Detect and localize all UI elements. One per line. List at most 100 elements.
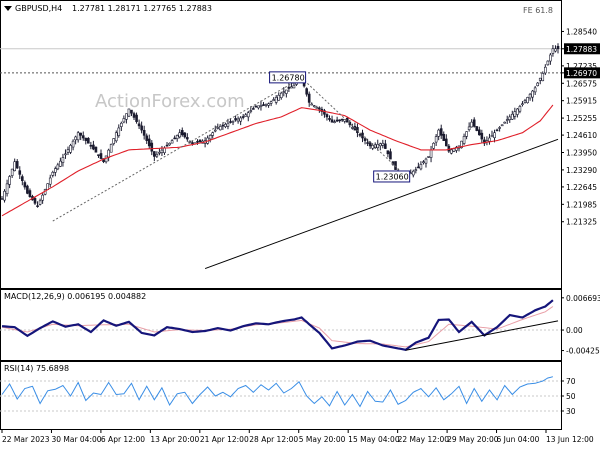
candle-body	[523, 100, 527, 103]
candle-body	[71, 140, 75, 148]
candle-body	[246, 112, 250, 118]
x-tick-label: 29 May 20:00	[447, 435, 499, 444]
candle-body	[130, 109, 133, 114]
candle-body	[526, 97, 529, 104]
candle-body	[3, 190, 6, 201]
price-tick-label: 1.24610	[566, 131, 597, 140]
dropdown-arrow-icon[interactable]	[4, 6, 12, 11]
candle-body	[132, 113, 136, 118]
candle-body	[59, 160, 62, 167]
candle-body	[213, 129, 217, 132]
candle-body	[333, 121, 336, 123]
candle-body	[305, 88, 308, 95]
candle-body	[186, 137, 189, 140]
candle-body	[366, 142, 369, 144]
candle-body	[122, 118, 126, 123]
candle-body	[488, 137, 491, 142]
macd-line	[1, 299, 554, 351]
swing-annotation-box	[269, 71, 307, 84]
guide-lines	[0, 48, 561, 412]
candle-body	[109, 144, 113, 153]
candle-body	[140, 125, 143, 131]
macd-title: MACD(12,26,9) 0.006195 0.004882	[4, 292, 146, 301]
candle-body	[211, 132, 215, 136]
candle-body	[325, 114, 329, 118]
candle-body	[338, 119, 341, 122]
candle-body	[361, 132, 364, 139]
candle-body	[120, 122, 123, 127]
candle-body	[498, 127, 501, 129]
candle-body	[125, 113, 128, 120]
candle-body	[216, 127, 220, 129]
price-tick-label: 1.21325	[566, 218, 597, 227]
candle-body	[475, 126, 479, 131]
candle-body	[500, 124, 504, 127]
candle-body	[155, 154, 159, 157]
candle-body	[64, 153, 67, 156]
price-panel-frame	[0, 0, 562, 289]
candle-body	[363, 138, 367, 141]
candle-body	[269, 101, 273, 104]
macd-signal-line	[1, 306, 554, 348]
candle-body	[427, 156, 430, 158]
watermark-text: ActionForex.com	[95, 91, 245, 112]
rsi-tick-label: 30	[566, 407, 576, 416]
candle-body	[351, 127, 354, 129]
x-tick-label: 28 Apr 12:00	[249, 435, 298, 444]
candle-body	[69, 145, 72, 153]
candle-body	[546, 60, 550, 66]
candle-body	[389, 151, 392, 160]
candle-body	[267, 103, 270, 106]
price-tick-label: 1.28540	[566, 27, 597, 36]
candle-body	[21, 176, 24, 182]
fib-level-label: 1.26970	[566, 69, 597, 78]
candle-body	[234, 118, 237, 121]
candle-body	[503, 121, 506, 124]
candle-body	[61, 157, 65, 163]
candle-body	[335, 119, 339, 122]
candle-body	[97, 154, 100, 156]
candle-body	[467, 126, 471, 130]
candle-body	[544, 66, 547, 74]
candle-body	[41, 194, 44, 201]
candle-body	[536, 82, 539, 87]
candle-body	[279, 92, 283, 98]
candle-body	[175, 135, 179, 139]
candle-body	[371, 145, 374, 149]
candle-body	[262, 104, 265, 106]
rsi-title: RSI(14) 75.6898	[4, 364, 69, 373]
candle-body	[528, 93, 532, 99]
candle-body	[92, 144, 95, 150]
candle-body	[153, 151, 156, 157]
rsi-tick-label: 50	[566, 392, 576, 401]
candle-body	[23, 182, 27, 188]
candle-body	[249, 110, 253, 112]
candle-body	[114, 132, 118, 142]
x-tick-label: 30 Mar 04:00	[51, 435, 101, 444]
candle-body	[328, 118, 331, 120]
candle-body	[142, 130, 146, 136]
candle-body	[127, 108, 131, 117]
candle-body	[411, 170, 415, 176]
candle-body	[51, 171, 55, 176]
candle-body	[292, 84, 296, 89]
price-tick-label: 1.23950	[566, 149, 597, 158]
candle-body	[343, 119, 347, 122]
candle-body	[0, 198, 4, 200]
x-tick-label: 13 Jun 12:00	[546, 435, 594, 444]
rsi-line	[1, 376, 554, 408]
candle-body	[287, 86, 291, 89]
candle-body	[13, 161, 16, 171]
candle-body	[290, 86, 293, 89]
candle-body	[33, 198, 37, 204]
candle-body	[518, 106, 522, 112]
candle-body	[183, 132, 187, 138]
candle-body	[442, 133, 446, 141]
fib-label: FE 61.8	[523, 6, 553, 15]
price-tick-label: 1.27235	[566, 62, 597, 71]
candle-body	[422, 161, 425, 164]
candle-body	[282, 91, 286, 93]
candle-body	[483, 139, 486, 144]
header: GBPUSD,H4 1.27781 1.28171 1.27765 1.2788…	[4, 4, 553, 15]
